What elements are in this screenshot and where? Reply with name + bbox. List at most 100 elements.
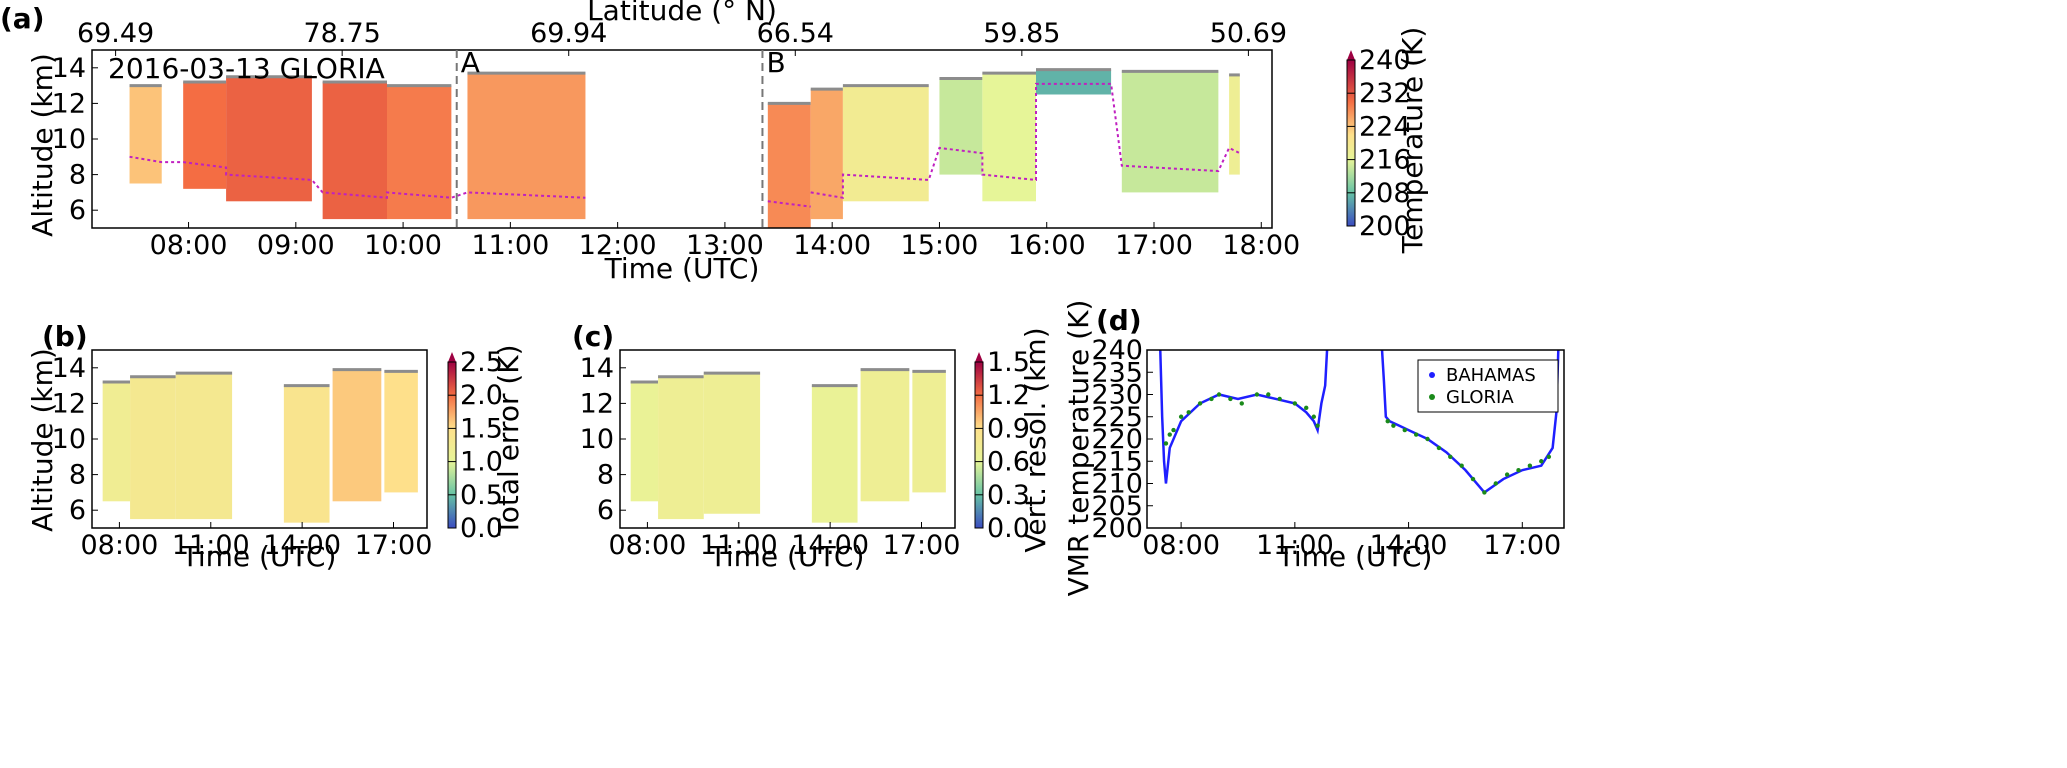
series-GLORIA-point-20 [1413, 432, 1419, 437]
y-tick-label-2: 10 [52, 124, 86, 155]
y-tick-label-0: 6 [69, 495, 86, 526]
series-GLORIA-point-29 [1516, 467, 1521, 473]
heatmap-column-13 [1229, 74, 1240, 175]
colorbar-tick-label-2: 0.6 [987, 447, 1030, 478]
marker-label-1: B [766, 46, 785, 79]
panel-a-top-xlabel: Latitude (° N) [587, 0, 777, 27]
heatmap-column-11 [1036, 69, 1112, 95]
x-tick-label-0: 08:00 [81, 530, 159, 561]
series-GLORIA-point-4 [1186, 410, 1191, 415]
series-GLORIA-point-26 [1482, 490, 1487, 495]
panel-d-series [1159, 349, 1560, 495]
colorbar-tick-label-3: 1.5 [460, 413, 503, 444]
series-GLORIA-point-2 [1171, 427, 1176, 433]
series-GLORIA-point-14 [1304, 405, 1309, 411]
series-GLORIA-point-1 [1167, 432, 1172, 437]
legend-marker-GLORIA [1429, 394, 1435, 400]
y-tick-label-8: 240 [1091, 335, 1143, 366]
panel-b-colorbar-label: Total error (K) [492, 344, 525, 536]
y-tick-label-2: 10 [580, 424, 614, 455]
colorbar-tick-label-2: 1.0 [460, 447, 503, 478]
panel-b-colorbar-extend [448, 352, 456, 362]
series-GLORIA-point-24 [1459, 463, 1464, 468]
y-tick-label-1: 8 [597, 460, 614, 491]
x-tick-label-3: 17:00 [883, 530, 961, 561]
series-GLORIA-point-18 [1391, 423, 1396, 428]
x-tick-label-1: 11:00 [1256, 530, 1334, 561]
x-tick-label-3: 17:00 [1483, 530, 1561, 561]
panel-a-heatmap [129, 68, 1240, 228]
y-tick-label-4: 14 [52, 53, 86, 84]
colorbar-tick-label-0: 200 [1359, 211, 1411, 242]
panel-a-annotation: 2016-03-13 GLORIA [108, 52, 385, 85]
panel-c-heatmap [630, 368, 946, 523]
panel-b-x-ticks: 08:00 11:00 14:00 17:00 [81, 522, 433, 561]
legend-label-BAHAMAS: BAHAMAS [1446, 365, 1536, 386]
panel-c-colorbar [974, 361, 984, 529]
x-tick-label-1: 11:00 [700, 530, 778, 561]
series-GLORIA-point-8 [1228, 396, 1233, 402]
panel-c-colorbar-ticks: 0.00.30.60.91.21.5 [975, 347, 1030, 544]
top-tick-label-0: 69.49 [77, 18, 154, 49]
top-tick-label-1: 78.75 [304, 18, 381, 49]
colorbar-tick-label-1: 208 [1359, 178, 1411, 209]
y-tick-label-6: 230 [1091, 380, 1143, 411]
y-tick-label-7: 235 [1091, 357, 1143, 388]
panel-b-letter: (b) [42, 320, 88, 353]
heatmap-column-3 [283, 385, 330, 523]
series-GLORIA-point-10 [1254, 392, 1260, 397]
colorbar-tick-label-5: 1.5 [987, 347, 1030, 378]
series-GLORIA-point-15 [1311, 414, 1317, 419]
panel-d: (d) 08:00 11:00 14:00 17:00 200205210215220… [1062, 300, 1565, 597]
panel-a-colorbar-label: Temperature (K) [1396, 27, 1429, 254]
colorbar-tick-label-1: 0.3 [987, 480, 1030, 511]
panel-c-xlabel: Time (UTC) [709, 540, 865, 573]
x-tick-label-8: 16:00 [1008, 230, 1086, 261]
series-GLORIA-point-21 [1425, 436, 1430, 442]
heatmap-column-0 [129, 85, 162, 184]
legend-marker-BAHAMAS [1429, 372, 1435, 378]
y-tick-label-3: 12 [580, 388, 614, 419]
x-tick-label-6: 14:00 [793, 230, 871, 261]
heatmap-column-0 [630, 382, 659, 502]
series-GLORIA-point-25 [1470, 476, 1476, 482]
x-tick-label-3: 17:00 [355, 530, 433, 561]
heatmap-column-4 [332, 369, 382, 502]
x-tick-label-2: 14:00 [791, 530, 869, 561]
series-GLORIA-point-32 [1546, 454, 1552, 459]
y-tick-label-0: 200 [1091, 513, 1143, 544]
x-tick-label-0: 08:00 [150, 230, 228, 261]
heatmap-column-4 [860, 369, 910, 502]
panel-a-top-ticks: 69.49 78.75 69.94 66.54 59.85 50.69 [77, 18, 1287, 56]
x-tick-label-1: 11:00 [172, 530, 250, 561]
colorbar-tick-label-4: 232 [1359, 78, 1411, 109]
series-GLORIA-point-19 [1402, 427, 1407, 433]
x-tick-label-7: 15:00 [901, 230, 979, 261]
y-tick-label-2: 10 [52, 424, 86, 455]
panel-b-xlabel: Time (UTC) [181, 540, 337, 573]
panel-a-x-ticks: 08:00 09:00 10:00 11:00 12:00 13:00 14:00 15:00… [150, 222, 1300, 261]
x-tick-label-5: 13:00 [686, 230, 764, 261]
panel-b-ylabel: Altitude (km) [26, 348, 59, 532]
y-tick-label-0: 6 [69, 195, 86, 226]
heatmap-column-4 [387, 85, 452, 220]
colorbar-tick-label-3: 0.9 [987, 413, 1030, 444]
panel-c-letter: (c) [572, 320, 614, 353]
series-GLORIA-point-27 [1493, 481, 1498, 486]
series-GLORIA-point-5 [1197, 401, 1203, 406]
heatmap-column-5 [912, 371, 946, 493]
heatmap-column-3 [811, 385, 858, 523]
x-tick-label-1: 09:00 [257, 230, 335, 261]
series-GLORIA-point-11 [1266, 392, 1271, 397]
y-tick-label-4: 220 [1091, 424, 1143, 455]
legend-box [1417, 359, 1559, 413]
top-tick-label-2: 69.94 [530, 18, 607, 49]
series-GLORIA-point-3 [1178, 414, 1184, 419]
panel-d-ylabel: VMR temperature (K) [1062, 300, 1095, 597]
series-GLORIA-point-0 [1163, 441, 1169, 446]
series-GLORIA-point-6 [1209, 396, 1214, 402]
y-tick-label-3: 12 [52, 88, 86, 119]
